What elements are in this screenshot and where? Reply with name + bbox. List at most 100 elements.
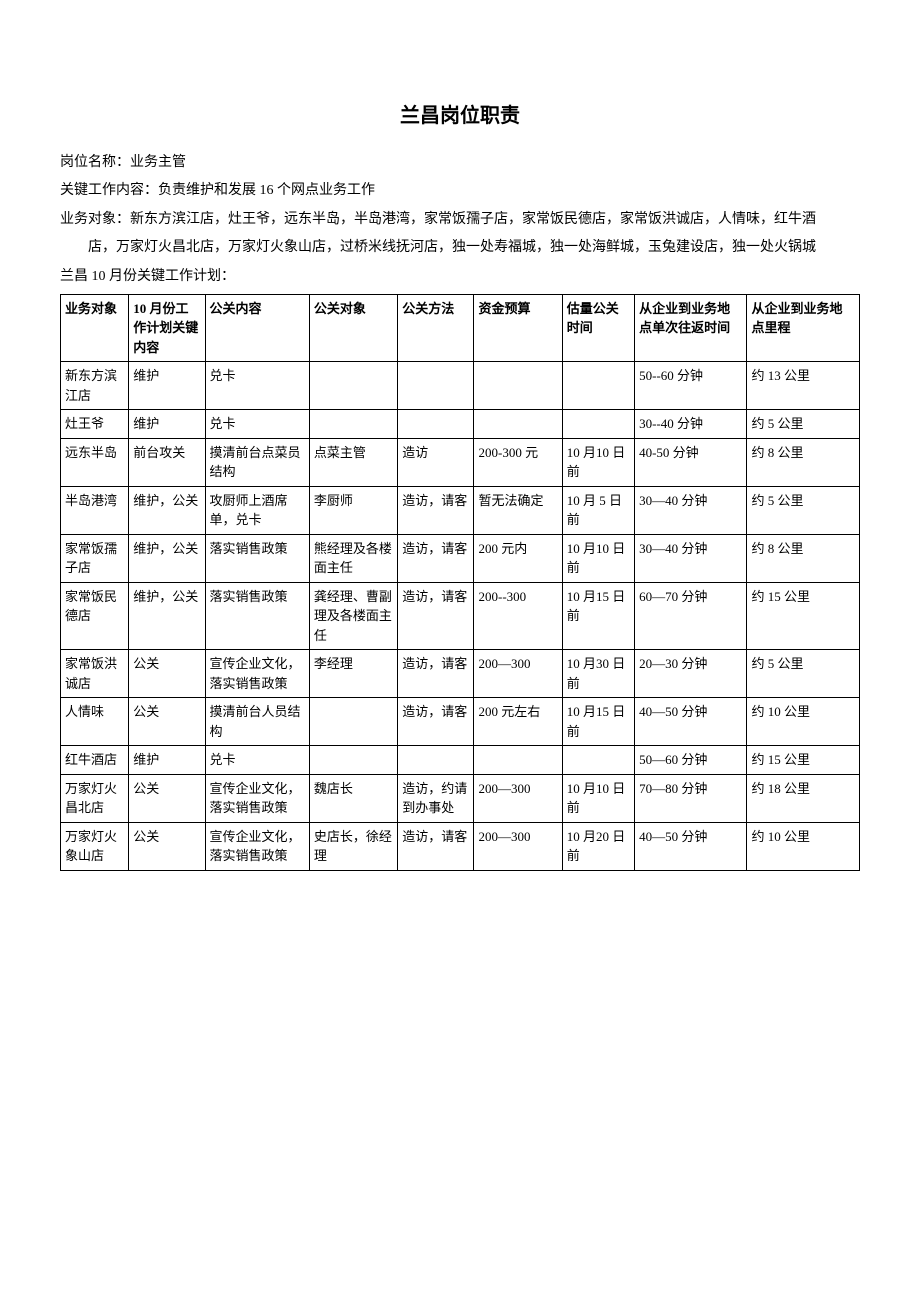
table-cell (398, 746, 474, 775)
col-header: 10 月份工作计划关键内容 (129, 294, 205, 362)
table-cell: 维护，公关 (129, 582, 205, 650)
table-row: 万家灯火昌北店公关宣传企业文化，落实销售政策魏店长造访，约请到办事处200—30… (61, 774, 860, 822)
table-cell: 魏店长 (309, 774, 397, 822)
table-cell (474, 362, 562, 410)
table-cell (562, 746, 634, 775)
table-cell: 约 5 公里 (747, 486, 860, 534)
table-cell: 40—50 分钟 (635, 698, 747, 746)
table-cell: 200 元左右 (474, 698, 562, 746)
col-header: 从企业到业务地点里程 (747, 294, 860, 362)
table-cell: 约 8 公里 (747, 438, 860, 486)
table-cell: 10 月30 日前 (562, 650, 634, 698)
keywork-label: 关键工作内容： (60, 183, 158, 198)
table-cell: 10 月 5 日前 (562, 486, 634, 534)
targets-label: 业务对象： (60, 212, 130, 227)
table-cell (562, 410, 634, 439)
table-row: 人情味公关摸清前台人员结构造访，请客200 元左右10 月15 日前40—50 … (61, 698, 860, 746)
table-cell: 造访，请客 (398, 698, 474, 746)
table-cell: 20—30 分钟 (635, 650, 747, 698)
targets-value: 新东方滨江店，灶王爷，远东半岛，半岛港湾，家常饭孺子店，家常饭民德店，家常饭洪诚… (130, 212, 816, 227)
meta-targets-cont: 店，万家灯火昌北店，万家灯火象山店，过桥米线抚河店，独一处寿福城，独一处海鲜城，… (60, 237, 860, 259)
table-cell: 造访，请客 (398, 486, 474, 534)
table-cell: 造访，请客 (398, 650, 474, 698)
targets-value2: 店，万家灯火昌北店，万家灯火象山店，过桥米线抚河店，独一处寿福城，独一处海鲜城，… (88, 240, 816, 255)
table-cell: 200—300 (474, 774, 562, 822)
col-header: 公关内容 (205, 294, 309, 362)
table-cell: 公关 (129, 698, 205, 746)
table-cell: 李经理 (309, 650, 397, 698)
table-cell: 落实销售政策 (205, 582, 309, 650)
table-cell: 家常饭孺子店 (61, 534, 129, 582)
table-cell: 半岛港湾 (61, 486, 129, 534)
table-cell: 史店长，徐经理 (309, 822, 397, 870)
table-cell: 摸清前台人员结构 (205, 698, 309, 746)
table-cell (474, 410, 562, 439)
table-cell: 30--40 分钟 (635, 410, 747, 439)
col-header: 估量公关时间 (562, 294, 634, 362)
table-cell: 维护 (129, 746, 205, 775)
table-cell: 红牛酒店 (61, 746, 129, 775)
plan-label: 兰昌 10 月份关键工作计划： (60, 269, 235, 284)
table-cell: 造访，请客 (398, 534, 474, 582)
table-cell: 70—80 分钟 (635, 774, 747, 822)
position-label: 岗位名称： (60, 155, 130, 170)
table-cell: 公关 (129, 650, 205, 698)
keywork-value: 负责维护和发展 16 个网点业务工作 (158, 183, 375, 198)
col-header: 从企业到业务地点单次往返时间 (635, 294, 747, 362)
table-cell: 30—40 分钟 (635, 534, 747, 582)
table-cell: 造访，请客 (398, 582, 474, 650)
table-cell: 200--300 (474, 582, 562, 650)
table-row: 新东方滨江店维护兑卡50--60 分钟约 13 公里 (61, 362, 860, 410)
table-cell: 万家灯火昌北店 (61, 774, 129, 822)
table-row: 红牛酒店维护兑卡50—60 分钟约 15 公里 (61, 746, 860, 775)
table-cell: 约 10 公里 (747, 822, 860, 870)
table-cell: 约 13 公里 (747, 362, 860, 410)
table-cell: 约 8 公里 (747, 534, 860, 582)
table-cell: 200-300 元 (474, 438, 562, 486)
table-cell: 维护 (129, 410, 205, 439)
meta-keywork: 关键工作内容：负责维护和发展 16 个网点业务工作 (60, 180, 860, 202)
col-header: 资金预算 (474, 294, 562, 362)
table-cell (398, 410, 474, 439)
table-cell: 宣传企业文化，落实销售政策 (205, 774, 309, 822)
table-cell: 200—300 (474, 650, 562, 698)
table-cell: 50--60 分钟 (635, 362, 747, 410)
table-row: 半岛港湾维护，公关攻厨师上酒席单，兑卡李厨师造访，请客暂无法确定10 月 5 日… (61, 486, 860, 534)
table-row: 家常饭民德店维护，公关落实销售政策龚经理、曹副理及各楼面主任造访，请客200--… (61, 582, 860, 650)
table-row: 远东半岛前台攻关摸清前台点菜员结构点菜主管造访200-300 元10 月10 日… (61, 438, 860, 486)
table-cell: 摸清前台点菜员结构 (205, 438, 309, 486)
table-cell: 约 18 公里 (747, 774, 860, 822)
table-cell: 万家灯火象山店 (61, 822, 129, 870)
table-cell (398, 362, 474, 410)
table-cell: 10 月15 日前 (562, 582, 634, 650)
table-cell (309, 746, 397, 775)
table-cell: 造访，请客 (398, 822, 474, 870)
table-cell: 200 元内 (474, 534, 562, 582)
table-row: 万家灯火象山店公关宣传企业文化，落实销售政策史店长，徐经理造访，请客200—30… (61, 822, 860, 870)
table-cell: 约 15 公里 (747, 746, 860, 775)
table-cell (309, 410, 397, 439)
table-row: 家常饭洪诚店公关宣传企业文化，落实销售政策李经理造访，请客200—30010 月… (61, 650, 860, 698)
table-cell (309, 362, 397, 410)
table-cell: 新东方滨江店 (61, 362, 129, 410)
table-cell: 10 月10 日前 (562, 774, 634, 822)
table-cell: 落实销售政策 (205, 534, 309, 582)
table-cell: 家常饭民德店 (61, 582, 129, 650)
table-cell: 公关 (129, 774, 205, 822)
table-cell: 10 月10 日前 (562, 534, 634, 582)
col-header: 业务对象 (61, 294, 129, 362)
col-header: 公关方法 (398, 294, 474, 362)
meta-targets: 业务对象：新东方滨江店，灶王爷，远东半岛，半岛港湾，家常饭孺子店，家常饭民德店，… (60, 209, 860, 231)
plan-table: 业务对象 10 月份工作计划关键内容 公关内容 公关对象 公关方法 资金预算 估… (60, 294, 860, 871)
table-cell: 人情味 (61, 698, 129, 746)
table-cell: 宣传企业文化，落实销售政策 (205, 650, 309, 698)
table-cell: 50—60 分钟 (635, 746, 747, 775)
table-cell: 灶王爷 (61, 410, 129, 439)
table-cell: 60—70 分钟 (635, 582, 747, 650)
table-cell: 公关 (129, 822, 205, 870)
position-value: 业务主管 (130, 155, 186, 170)
table-cell: 200—300 (474, 822, 562, 870)
table-cell: 攻厨师上酒席单，兑卡 (205, 486, 309, 534)
table-cell: 30—40 分钟 (635, 486, 747, 534)
table-cell: 维护，公关 (129, 486, 205, 534)
